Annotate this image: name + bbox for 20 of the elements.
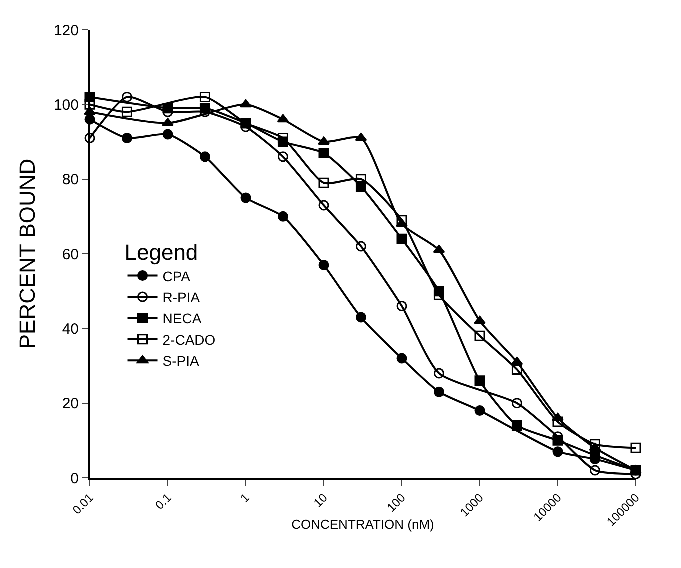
legend-label: 2-CADO — [162, 332, 216, 348]
y-tick-label: 20 — [62, 396, 79, 413]
x-tick-label: 0.1 — [152, 490, 175, 513]
legend-label: CPA — [162, 268, 192, 284]
legend-label: NECA — [162, 310, 202, 327]
x-axis-title: CONCENTRATION (nM) — [292, 516, 434, 532]
y-tick-label: 40 — [62, 320, 79, 338]
y-tick-label: 0 — [70, 470, 79, 488]
x-tick-label: 100 — [384, 490, 409, 515]
y-tick-label: 60 — [62, 246, 79, 264]
legend-label: R-PIA — [162, 289, 201, 306]
x-tick-label: 0.01 — [70, 490, 97, 518]
x-tick-label: 10 — [311, 490, 331, 510]
y-tick-label: 80 — [62, 172, 79, 189]
x-tick-label: 1 — [238, 490, 253, 506]
legend-label: S-PIA — [162, 353, 200, 370]
y-axis-title: PERCENT BOUND — [15, 158, 40, 350]
legend-title: Legend — [124, 240, 198, 266]
y-tick-label: 100 — [54, 96, 79, 114]
y-tick-label: 120 — [54, 22, 79, 40]
